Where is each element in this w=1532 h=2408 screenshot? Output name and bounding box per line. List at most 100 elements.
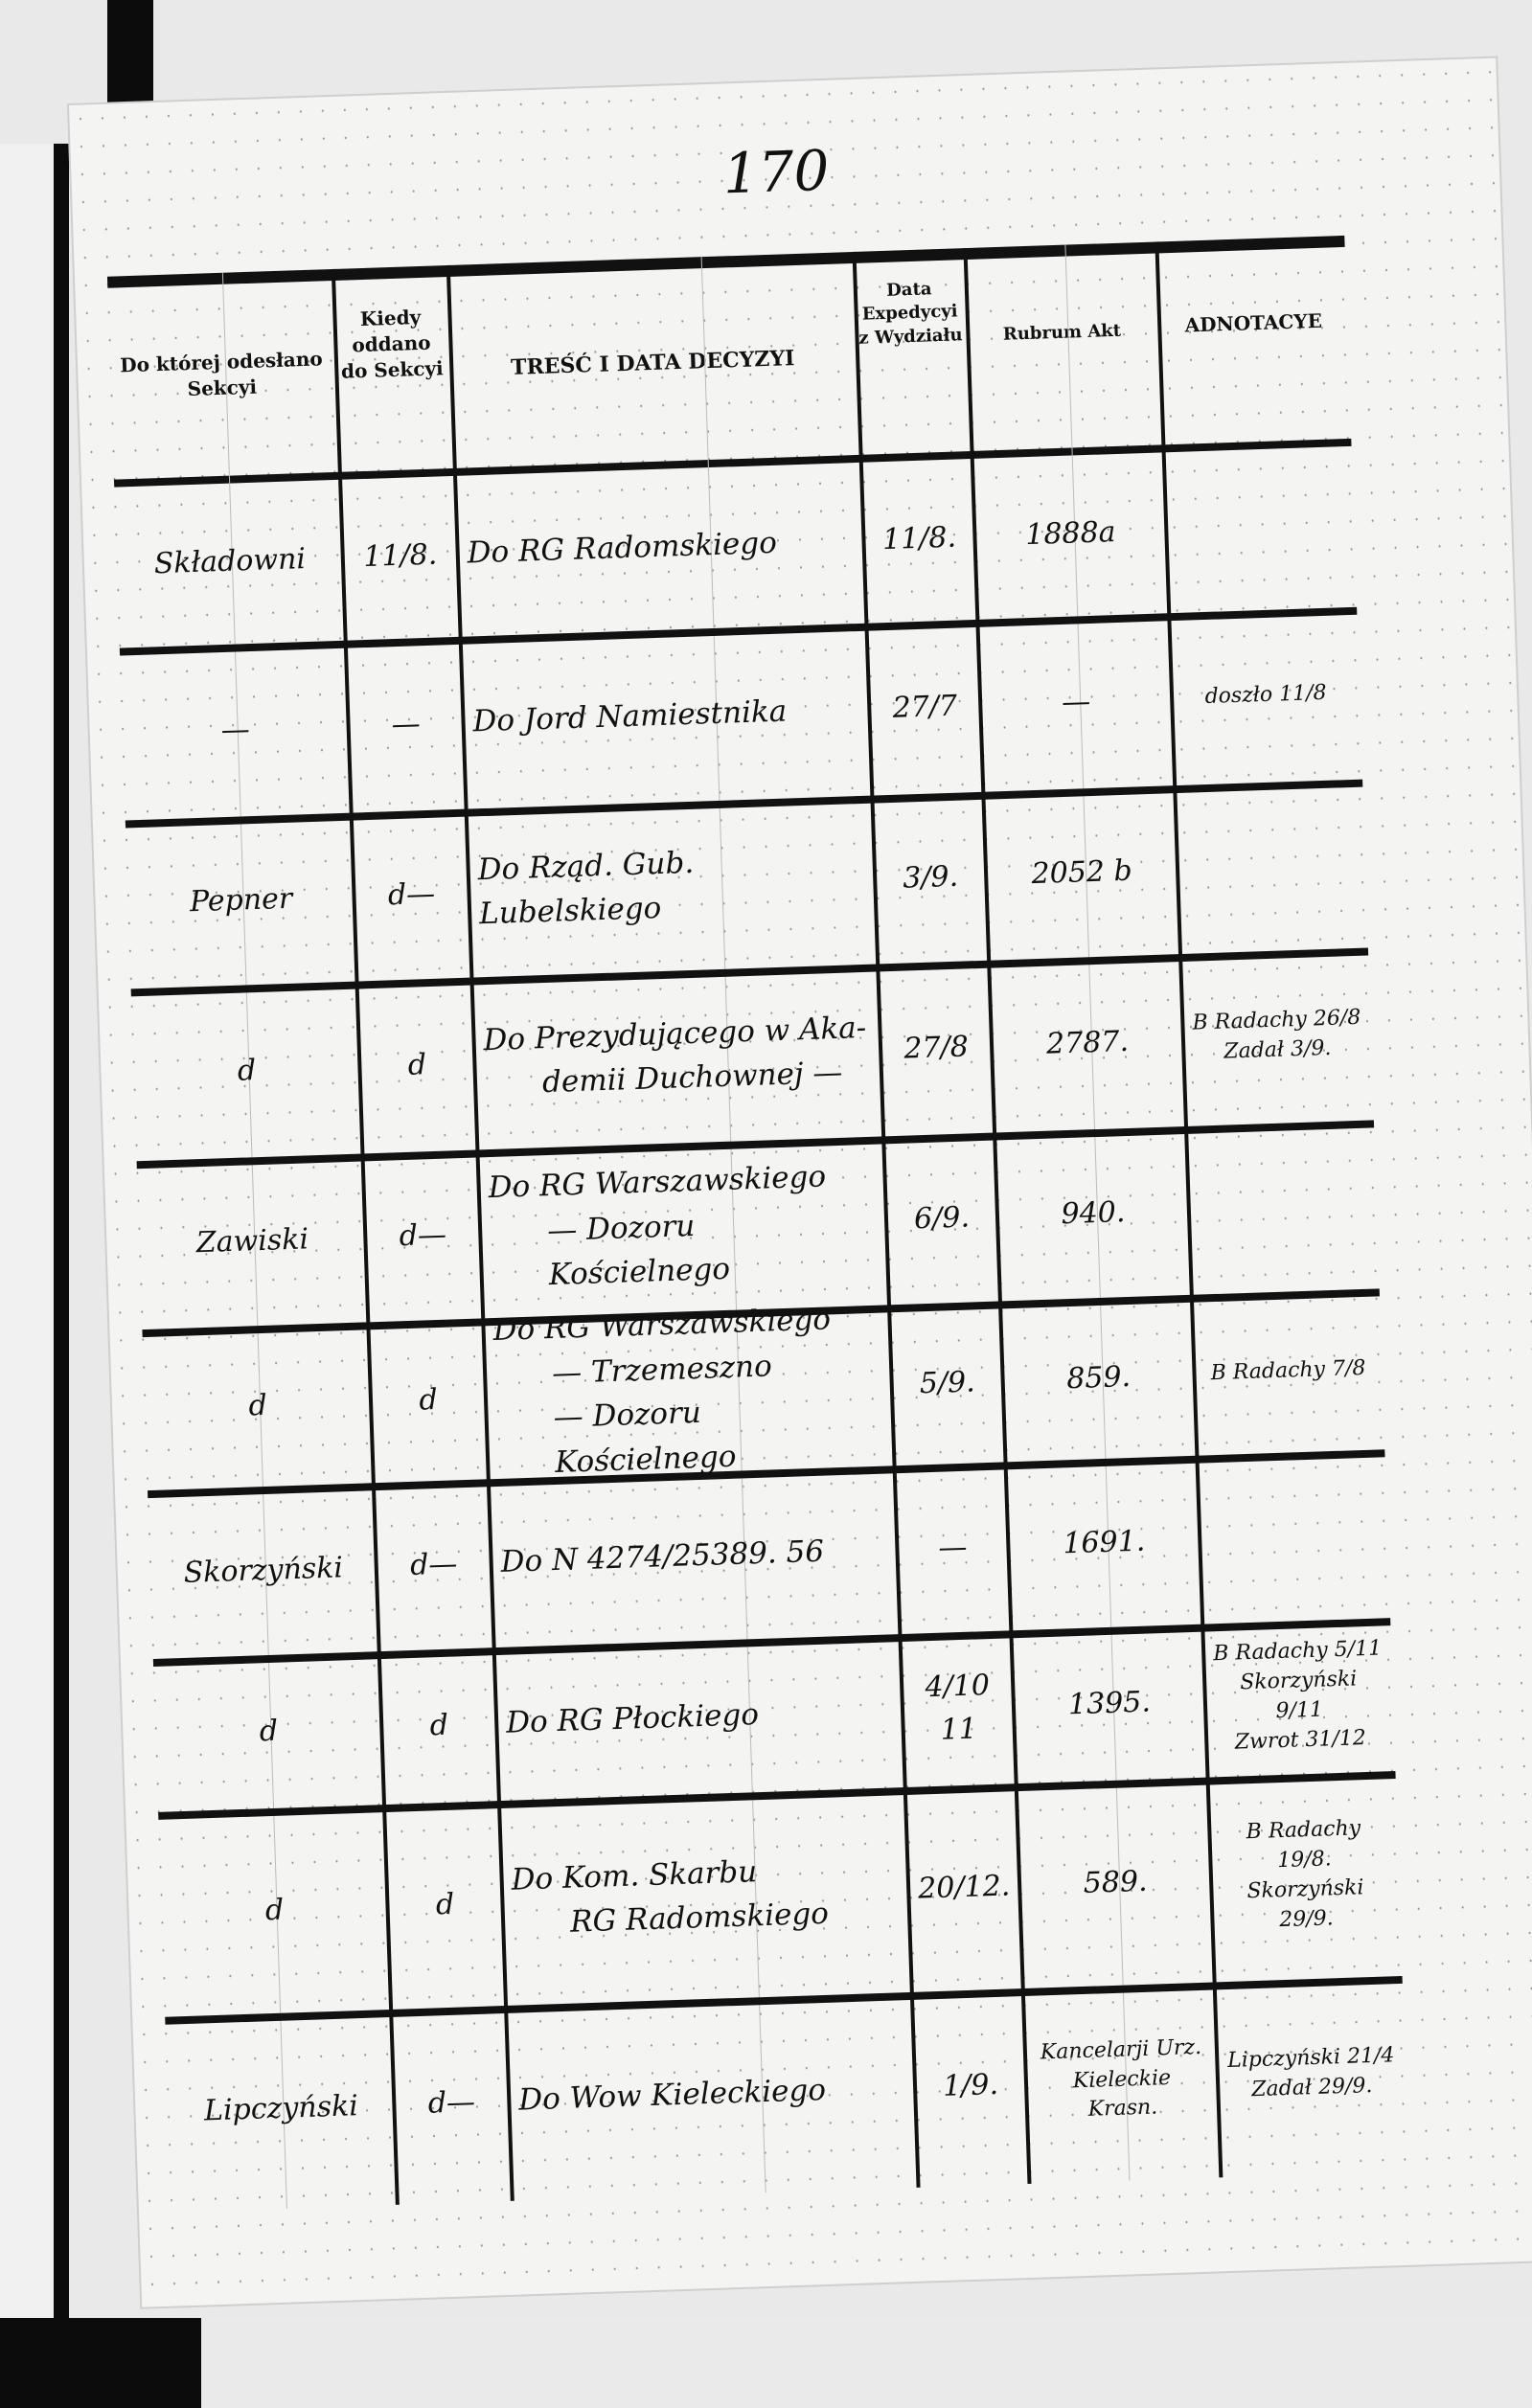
register-table: Do której odesłano Sekcyi Kiedy oddano d… [106, 235, 1403, 2209]
cell-given: d [389, 1652, 490, 1799]
cell-section: d [168, 1808, 381, 2010]
content-line: Do Jord Namiestnika [471, 693, 788, 739]
cell-notes: B Radachy 26/8 Zadał 3/9. [1190, 952, 1364, 1121]
cell-rubrum: — [987, 618, 1165, 786]
header-given: Kiedy oddano do Sekcyi [340, 305, 445, 383]
given-text: d— [387, 876, 436, 912]
section-text: Lipczyński [203, 2088, 359, 2127]
notes-line: B Radachy 19/8. [1246, 1816, 1361, 1874]
cell-content: Do Wow Kieleckiego [515, 1996, 908, 2191]
cell-given: d [394, 1805, 496, 2003]
rubrum-text: 859. [1065, 1359, 1132, 1396]
cell-given: d— [373, 1154, 473, 1316]
cell-expedition: 27/7 [877, 624, 974, 789]
cell-expedition: — [904, 1466, 1001, 1628]
rubrum-text: 2052 b [1031, 853, 1133, 891]
cell-given: d— [400, 2010, 502, 2194]
rubrum-text: 1888a [1024, 514, 1117, 552]
cell-rubrum: 1395. [1020, 1628, 1198, 1778]
cell-expedition: 11/8. [871, 459, 968, 617]
expedition-text: 20/12. [917, 1868, 1011, 1906]
cell-rubrum: 2052 b [993, 789, 1170, 954]
cell-section: d [163, 1655, 375, 1806]
cell-expedition: 3/9. [881, 796, 978, 958]
expedition-text: 11/8. [881, 520, 957, 557]
cell-content: Do RG Warszawskiego — Dozoru Kościelnego [488, 1141, 880, 1312]
cell-content: Do N 4274/25389. 56 [498, 1470, 890, 1642]
cell-notes [1207, 1454, 1381, 1619]
section-text: d [247, 1388, 268, 1423]
cell-section: d [152, 1327, 364, 1485]
given-text: d [435, 1887, 455, 1921]
expedition-text: 5/9. [919, 1364, 976, 1400]
content-line: Do RG Radomskiego [467, 525, 778, 571]
given-text: d [407, 1047, 427, 1082]
given-text: d— [409, 1546, 458, 1582]
section-text: — [220, 712, 251, 747]
rubrum-text: — [1061, 684, 1091, 719]
cell-given: d [367, 982, 469, 1147]
page-edge-shadow [54, 144, 69, 2318]
rubrum-text: Kancelarji Urz. Kieleckie Krasn. [1040, 2034, 1202, 2123]
notes-line: B Radachy 7/8 [1210, 1355, 1366, 1385]
cell-expedition: 5/9. [899, 1306, 995, 1460]
given-text: d— [427, 2084, 476, 2121]
content-line: Do RG Płockiego [505, 1696, 760, 1740]
cell-content: Do Rząd. Gub. Lubelskiego [476, 800, 868, 971]
expedition-text: 1/9. [942, 2067, 999, 2103]
cell-section: d [141, 986, 354, 1155]
cell-notes: B Radachy 19/8. Skorzyński 29/9. [1218, 1775, 1393, 1976]
section-text: Pepner [189, 881, 293, 919]
cell-rubrum: 859. [1010, 1299, 1187, 1456]
cell-section: Składowni [124, 480, 335, 642]
cell-notes: B Radachy 7/8 [1201, 1293, 1375, 1450]
cell-expedition: 6/9. [893, 1137, 990, 1299]
cell-notes [1184, 784, 1358, 948]
section-text: d [264, 1893, 285, 1927]
expedition-text: 27/7 [892, 689, 958, 725]
cell-given: — [355, 641, 457, 806]
cell-expedition: 27/8 [887, 965, 985, 1130]
cell-section: — [129, 645, 342, 814]
header-rubrum: Rubrum Akt [1002, 320, 1122, 345]
cell-notes: B Radachy 5/11 Skorzyński 9/11 Zwrot 31/12 [1212, 1622, 1385, 1771]
notes-line: Skorzyński 9/11 [1239, 1667, 1358, 1724]
rubrum-text: 1395. [1067, 1684, 1152, 1721]
rubrum-text: 2787. [1045, 1024, 1130, 1061]
notes-line: Zadał 3/9. [1223, 1035, 1332, 1064]
section-text: d [237, 1053, 257, 1088]
cell-notes [1174, 446, 1347, 607]
cell-given: 11/8. [350, 476, 450, 634]
expedition-text: — [937, 1530, 968, 1565]
cell-rubrum: 1691. [1016, 1460, 1193, 1624]
cell-given: d— [361, 813, 462, 975]
rubrum-text: 940. [1060, 1194, 1126, 1231]
cell-rubrum: 940. [1004, 1130, 1181, 1295]
cell-section: Skorzyński [157, 1488, 369, 1653]
header-section: Do której odesłano Sekcyi [119, 347, 323, 401]
cell-content: Do RG Radomskiego [465, 463, 857, 630]
content-line: Do Rząd. Gub. Lubelskiego [477, 845, 695, 932]
cell-expedition: 1/9. [922, 1992, 1019, 2177]
given-text: d [418, 1382, 439, 1418]
content-line: Do N 4274/25389. 56 [500, 1533, 825, 1579]
expedition-text: 27/8 [903, 1029, 970, 1066]
section-text: Skorzyński [183, 1550, 344, 1590]
section-text: Zawiski [195, 1221, 309, 1260]
scan-border [0, 2318, 201, 2408]
content-line: Do Wow Kieleckiego [517, 2072, 827, 2118]
expedition-text: 4/10 11 [924, 1669, 991, 1747]
scan-background [201, 2318, 1532, 2408]
cell-given: d [377, 1323, 478, 1477]
cell-notes [1196, 1124, 1369, 1289]
cell-expedition: 4/10 11 [910, 1635, 1007, 1782]
given-text: 11/8. [362, 537, 438, 574]
expedition-text: 3/9. [902, 859, 959, 896]
header-content: TREŚĆ I DATA DECYZYI [510, 346, 795, 380]
cell-notes: Lipczyński 21/4 Zadał 29/9. [1224, 1980, 1399, 2168]
section-text: Składowni [153, 541, 307, 580]
given-text: — [391, 706, 422, 741]
notes-line: doszło 11/8 [1204, 680, 1327, 709]
cell-section: Pepner [135, 817, 347, 983]
given-text: d— [399, 1217, 447, 1253]
